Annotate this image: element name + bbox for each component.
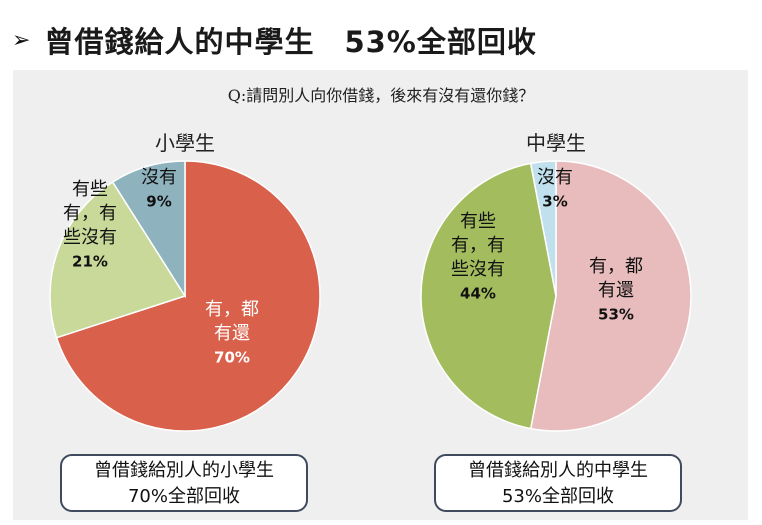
slice-category-label: 沒有	[141, 167, 177, 188]
pie-title: 小學生	[155, 131, 215, 155]
summary-line-2: 53%全部回收	[501, 486, 614, 507]
slice-category-label: 些沒有	[63, 227, 117, 248]
pie-slice	[111, 160, 186, 299]
slice-category-label: 有，有	[63, 203, 117, 224]
slide-title-text: 曾借錢給人的中學生 53%全部回收	[44, 25, 537, 59]
arrow-bullet-icon: ➢	[12, 27, 31, 53]
slice-category-label: 有還	[598, 280, 634, 301]
slice-value-label: 70%	[214, 349, 250, 367]
slice-value-label: 9%	[146, 193, 171, 211]
slice-category-label: 些沒有	[451, 259, 505, 280]
slice-category-label: 有，有	[451, 235, 505, 256]
pie-slice	[529, 160, 557, 297]
slice-category-label: 有還	[214, 323, 250, 344]
slice-category-label: 有些	[72, 179, 108, 200]
slice-value-label: 44%	[460, 285, 496, 303]
slice-value-label: 3%	[542, 193, 567, 211]
summary-box-primary: 曾借錢給別人的小學生 70%全部回收	[60, 454, 308, 512]
slice-value-label: 21%	[72, 253, 108, 271]
summary-box-secondary: 曾借錢給別人的中學生 53%全部回收	[434, 454, 682, 512]
summary-line-1: 曾借錢給別人的小學生	[94, 460, 274, 481]
pie-slice	[420, 162, 557, 430]
slice-category-label: 有些	[460, 211, 496, 232]
slice-value-label: 53%	[598, 306, 634, 324]
summary-line-2: 70%全部回收	[127, 486, 240, 507]
slice-category-label: 沒有	[537, 167, 573, 188]
slice-category-label: 有，都	[589, 256, 643, 277]
slide-title: ➢ 曾借錢給人的中學生 53%全部回收	[12, 18, 537, 62]
summary-line-1: 曾借錢給別人的中學生	[468, 460, 648, 481]
pie-title: 中學生	[526, 131, 586, 155]
pie-slice	[49, 180, 187, 339]
survey-question: Q:請問別人向你借錢，後來有沒有還你錢？	[227, 86, 535, 105]
pie-slice	[55, 160, 321, 432]
pie-slice	[529, 160, 692, 432]
slice-category-label: 有，都	[205, 299, 259, 320]
